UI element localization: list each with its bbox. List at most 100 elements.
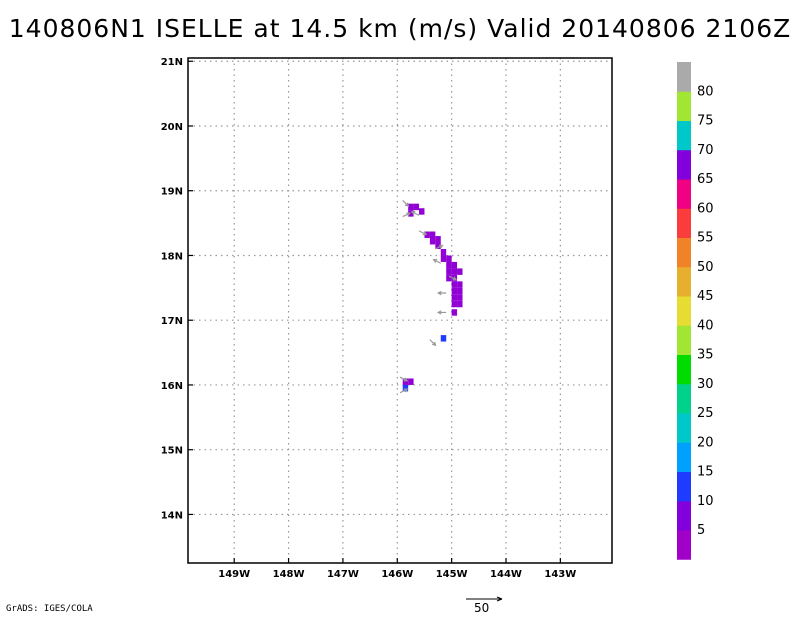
reference-vector-label: 50 <box>474 601 490 615</box>
colorbar-swatch <box>677 442 691 472</box>
grid-lines <box>188 58 612 563</box>
heatmap-cell <box>435 242 441 249</box>
heatmap-cell <box>451 287 458 295</box>
colorbar-label: 5 <box>697 523 705 538</box>
colorbar-label: 65 <box>697 172 714 187</box>
heatmap-cell <box>446 255 452 262</box>
colorbar-label: 25 <box>697 406 714 421</box>
y-tick-label: 14N <box>161 510 183 521</box>
colorbar-label: 75 <box>697 114 714 129</box>
y-axis: 14N 15N 16N 17N 18N 19N 20N 21N <box>161 57 193 521</box>
x-tick-label: 143W <box>544 569 576 580</box>
colorbar-label: 80 <box>697 84 714 99</box>
colorbar-swatch <box>677 530 691 560</box>
heatmap-cells <box>402 203 463 392</box>
x-tick-label: 145W <box>436 569 468 580</box>
colorbar-swatch <box>677 91 691 121</box>
heatmap-cell <box>457 294 463 301</box>
heatmap-cell <box>424 231 430 238</box>
colorbar-label: 40 <box>697 318 714 333</box>
colorbar-swatch <box>677 325 691 355</box>
colorbar-label: 20 <box>697 435 714 450</box>
heatmap-cell <box>440 255 447 262</box>
heatmap-cell <box>429 231 436 238</box>
heatmap-cell <box>451 261 458 269</box>
colorbar-swatch <box>677 208 691 238</box>
heatmap-cell <box>408 210 414 217</box>
colorbar-label: 55 <box>697 231 714 246</box>
x-tick-label: 144W <box>490 569 522 580</box>
heatmap-cell <box>440 248 447 256</box>
colorbar-label: 70 <box>697 143 714 158</box>
heatmap-cell <box>402 384 409 392</box>
credit-label: GrADS: IGES/COLA <box>6 604 93 614</box>
heatmap-cell <box>451 268 458 275</box>
colorbar: 5 10 15 20 25 30 35 40 45 50 55 60 65 70 75 80 <box>677 62 714 560</box>
y-tick-label: 19N <box>161 187 183 198</box>
wind-vector <box>402 200 410 207</box>
wind-vector <box>436 290 447 296</box>
heatmap-cell <box>457 281 463 288</box>
heatmap-cell <box>457 300 463 308</box>
heatmap-cell <box>457 268 463 275</box>
colorbar-swatch <box>677 383 691 414</box>
colorbar-label: 10 <box>697 494 714 509</box>
heatmap-cell <box>451 309 458 316</box>
colorbar-swatch <box>677 500 691 531</box>
colorbar-swatch <box>677 237 691 268</box>
wind-vector <box>429 339 437 347</box>
wind-vector <box>435 244 444 250</box>
wind-vector <box>436 310 447 315</box>
colorbar-label: 15 <box>697 465 714 480</box>
colorbar-label: 35 <box>697 348 714 363</box>
wind-vector <box>410 211 420 216</box>
colorbar-swatch <box>677 471 691 502</box>
heatmap-cell <box>408 203 414 211</box>
wind-vector <box>432 258 442 264</box>
x-axis: 149W 148W 147W 146W 145W 144W 143W <box>218 558 576 580</box>
colorbar-label: 30 <box>697 377 714 392</box>
colorbar-swatch <box>677 413 691 443</box>
heatmap-cell <box>446 261 452 269</box>
colorbar-swatch <box>677 62 691 92</box>
heatmap-cell <box>413 203 420 211</box>
heatmap-cell <box>451 300 458 308</box>
colorbar-swatch <box>677 354 691 385</box>
y-tick-label: 21N <box>161 57 183 68</box>
heatmap-cell <box>435 236 441 243</box>
x-tick-label: 149W <box>218 569 250 580</box>
heatmap-cell <box>457 287 463 295</box>
wind-vector <box>399 388 409 394</box>
colorbar-label: 45 <box>697 289 714 304</box>
wind-vectors <box>399 200 458 394</box>
x-tick-label: 147W <box>327 569 359 580</box>
x-tick-label: 148W <box>273 569 305 580</box>
heatmap-cell <box>440 335 447 342</box>
colorbar-label: 60 <box>697 201 714 216</box>
y-tick-label: 18N <box>161 251 183 262</box>
heatmap-cell <box>446 274 452 282</box>
colorbar-swatch <box>677 296 691 326</box>
heatmap-cell <box>419 208 425 215</box>
heatmap-cell <box>446 268 452 275</box>
colorbar-swatch <box>677 179 691 209</box>
heatmap-cell <box>451 294 458 301</box>
colorbar-swatch <box>677 266 691 297</box>
heatmap-cell <box>451 281 458 288</box>
y-tick-label: 16N <box>161 381 183 392</box>
reference-vector <box>466 596 503 602</box>
wind-vector <box>448 275 458 281</box>
heatmap-cell <box>402 378 409 385</box>
y-tick-label: 17N <box>161 316 183 327</box>
wind-vector <box>402 212 411 218</box>
y-tick-label: 15N <box>161 446 183 457</box>
x-tick-label: 146W <box>381 569 413 580</box>
colorbar-swatch <box>677 149 691 180</box>
y-tick-label: 20N <box>161 122 183 133</box>
plot-frame <box>187 57 613 564</box>
heatmap-cell <box>408 378 414 385</box>
chart-title: 140806N1 ISELLE at 14.5 km (m/s) Valid 2… <box>8 14 792 43</box>
colorbar-label: 50 <box>697 260 714 275</box>
colorbar-swatch <box>677 120 691 151</box>
